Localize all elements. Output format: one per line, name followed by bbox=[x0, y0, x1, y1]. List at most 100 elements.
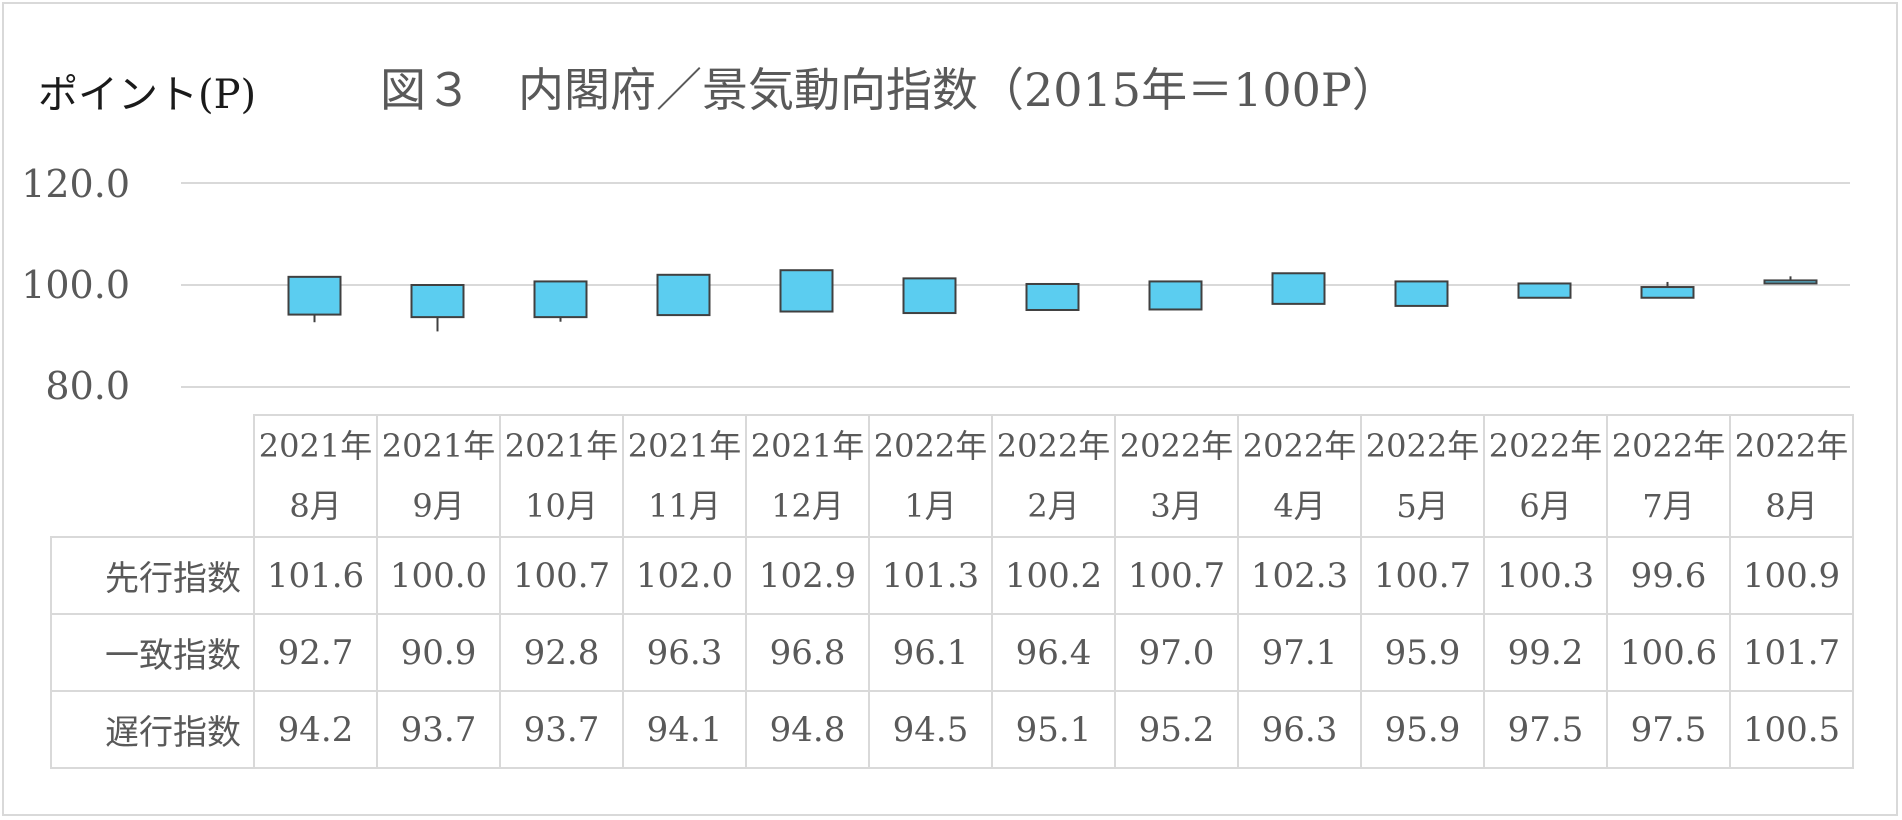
data-label: 100.0 bbox=[376, 536, 501, 615]
x-tick-year: 2022年 bbox=[1611, 427, 1726, 465]
candle-body bbox=[1394, 280, 1449, 307]
candle-body bbox=[1640, 286, 1695, 299]
y-tick-label-120: 120.0 bbox=[21, 162, 130, 206]
x-tick-month: 4月 bbox=[1273, 487, 1326, 525]
table-row: 先行指数 101.6 100.0 100.7 102.0 102.9 101.3 100.2 1… bbox=[50, 536, 1854, 615]
x-tick-month: 11月 bbox=[648, 487, 721, 525]
table-row: 遅行指数 94.2 93.7 93.7 94.1 94.8 94.5 95.1 95.2 96.3… bbox=[50, 690, 1854, 769]
data-label: 97.1 bbox=[1237, 613, 1362, 692]
x-tick-month: 1月 bbox=[904, 487, 957, 525]
candle-body bbox=[1517, 282, 1572, 299]
x-tick-year: 2021年 bbox=[750, 427, 865, 465]
data-label: 97.0 bbox=[1114, 613, 1239, 692]
data-label: 96.1 bbox=[868, 613, 993, 692]
data-label: 100.7 bbox=[499, 536, 624, 615]
data-label: 100.2 bbox=[991, 536, 1116, 615]
candle-body bbox=[779, 269, 834, 313]
candle-body bbox=[410, 284, 465, 319]
x-tick-label: 2022年 8月 bbox=[1729, 414, 1854, 538]
data-label: 97.5 bbox=[1606, 690, 1731, 769]
data-label: 100.3 bbox=[1483, 536, 1608, 615]
data-label: 96.8 bbox=[745, 613, 870, 692]
data-label: 93.7 bbox=[499, 690, 624, 769]
x-tick-month: 8月 bbox=[1765, 487, 1818, 525]
x-tick-label: 2022年 1月 bbox=[868, 414, 993, 538]
data-label: 94.8 bbox=[745, 690, 870, 769]
x-tick-month: 8月 bbox=[289, 487, 342, 525]
x-tick-label: 2021年 9月 bbox=[376, 414, 501, 538]
candle-body bbox=[1271, 272, 1326, 305]
candle-body bbox=[902, 277, 957, 315]
data-label: 102.3 bbox=[1237, 536, 1362, 615]
data-label: 95.1 bbox=[991, 690, 1116, 769]
candle-body bbox=[1763, 279, 1818, 285]
series-label: 一致指数 bbox=[50, 613, 255, 692]
series-label: 遅行指数 bbox=[50, 690, 255, 769]
data-label: 100.7 bbox=[1114, 536, 1239, 615]
data-label: 99.2 bbox=[1483, 613, 1608, 692]
table-corner bbox=[51, 415, 255, 538]
x-tick-year: 2021年 bbox=[258, 427, 373, 465]
data-label: 100.5 bbox=[1729, 690, 1854, 769]
data-label: 100.6 bbox=[1606, 613, 1731, 692]
x-tick-label: 2021年 8月 bbox=[253, 414, 378, 538]
candles-group bbox=[287, 269, 1818, 332]
data-label: 97.5 bbox=[1483, 690, 1608, 769]
x-tick-year: 2021年 bbox=[627, 427, 742, 465]
series-label: 先行指数 bbox=[50, 536, 255, 615]
x-tick-year: 2022年 bbox=[1119, 427, 1234, 465]
data-label: 94.5 bbox=[868, 690, 993, 769]
candle-body bbox=[1025, 282, 1080, 311]
x-tick-month: 9月 bbox=[412, 487, 465, 525]
x-tick-label: 2022年 3月 bbox=[1114, 414, 1239, 538]
x-tick-label: 2022年 6月 bbox=[1483, 414, 1608, 538]
candle-body bbox=[1148, 280, 1203, 311]
data-label: 100.7 bbox=[1360, 536, 1485, 615]
x-tick-label: 2021年 11月 bbox=[622, 414, 747, 538]
data-label: 102.0 bbox=[622, 536, 747, 615]
table-row: 一致指数 92.7 90.9 92.8 96.3 96.8 96.1 96.4 97.0 97.1… bbox=[50, 613, 1854, 692]
candle-body bbox=[656, 273, 711, 317]
data-label: 92.8 bbox=[499, 613, 624, 692]
data-label: 101.6 bbox=[253, 536, 378, 615]
data-label: 90.9 bbox=[376, 613, 501, 692]
x-tick-label: 2022年 7月 bbox=[1606, 414, 1731, 538]
data-label: 93.7 bbox=[376, 690, 501, 769]
data-label: 96.3 bbox=[1237, 690, 1362, 769]
y-tick-label-100: 100.0 bbox=[21, 263, 130, 307]
x-tick-year: 2021年 bbox=[381, 427, 496, 465]
data-label: 95.9 bbox=[1360, 613, 1485, 692]
x-tick-label: 2022年 5月 bbox=[1360, 414, 1485, 538]
x-tick-year: 2022年 bbox=[1488, 427, 1603, 465]
chart-title: 図３ 内閣府／景気動向指数（2015年＝100P） bbox=[380, 63, 1398, 117]
candle-body bbox=[287, 275, 342, 316]
x-tick-month: 2月 bbox=[1027, 487, 1080, 525]
x-tick-label: 2021年 10月 bbox=[499, 414, 624, 538]
x-tick-year: 2022年 bbox=[1242, 427, 1357, 465]
x-tick-month: 3月 bbox=[1150, 487, 1203, 525]
data-table: 2021年 8月 2021年 9月 2021年 10月 2021年 11月 2021年 12月 20… bbox=[50, 414, 1854, 769]
x-tick-label: 2022年 4月 bbox=[1237, 414, 1362, 538]
y-axis-unit-label: ポイント(P) bbox=[38, 72, 257, 118]
x-tick-month: 5月 bbox=[1396, 487, 1449, 525]
candle-body bbox=[533, 280, 588, 319]
data-label: 100.9 bbox=[1729, 536, 1854, 615]
x-tick-year: 2022年 bbox=[996, 427, 1111, 465]
data-label: 94.1 bbox=[622, 690, 747, 769]
x-tick-year: 2022年 bbox=[1734, 427, 1849, 465]
x-tick-month: 10月 bbox=[525, 487, 598, 525]
data-label: 102.9 bbox=[745, 536, 870, 615]
data-label: 95.2 bbox=[1114, 690, 1239, 769]
x-tick-label: 2022年 2月 bbox=[991, 414, 1116, 538]
data-label: 101.3 bbox=[868, 536, 993, 615]
data-label: 101.7 bbox=[1729, 613, 1854, 692]
data-label: 95.9 bbox=[1360, 690, 1485, 769]
data-label: 99.6 bbox=[1606, 536, 1731, 615]
x-tick-year: 2021年 bbox=[504, 427, 619, 465]
x-tick-month: 6月 bbox=[1519, 487, 1572, 525]
data-label: 96.3 bbox=[622, 613, 747, 692]
x-tick-year: 2022年 bbox=[873, 427, 988, 465]
x-tick-month: 12月 bbox=[771, 487, 844, 525]
